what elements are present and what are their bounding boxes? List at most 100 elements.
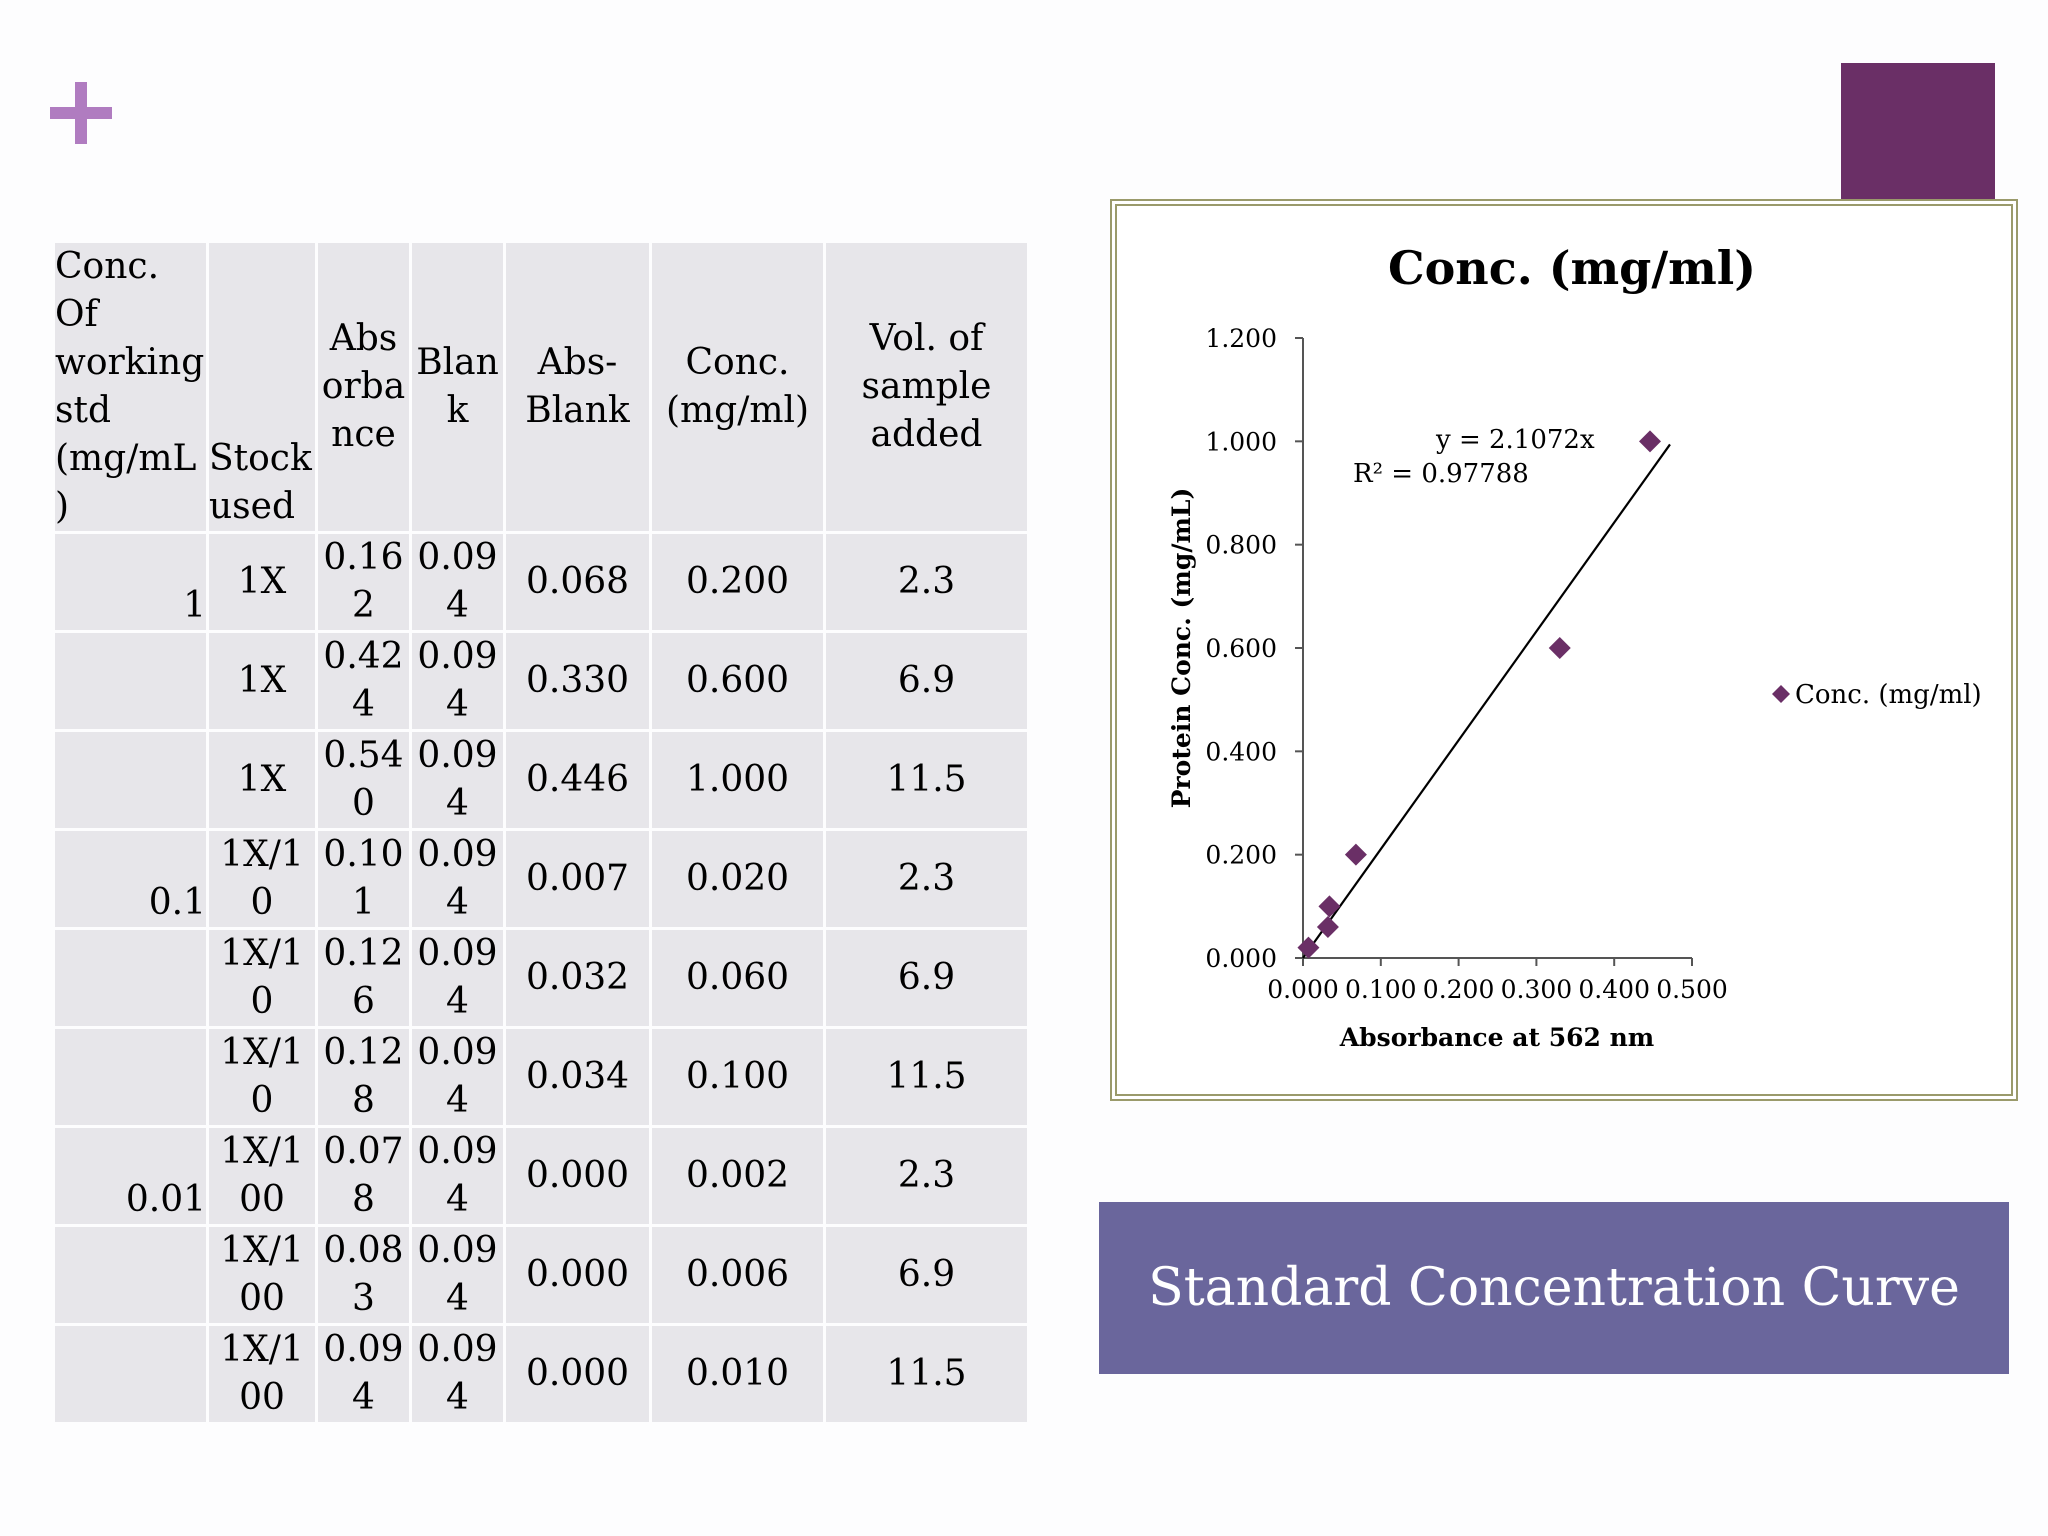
table-cell-value: 0.09 4	[323, 1329, 404, 1418]
table-cell: 0.16 2	[318, 534, 409, 630]
table-cell: 0.09 4	[412, 633, 503, 729]
table-header-cell: Conc. (mg/ml)	[652, 243, 823, 531]
caption-text: Standard Concentration Curve	[1148, 1258, 1960, 1318]
table-cell-value: 1.000	[685, 759, 790, 800]
table-cell: 6.9	[826, 930, 1027, 1026]
corner-accent-block	[1841, 63, 1995, 201]
y-tick-label: 0.200	[1205, 841, 1277, 870]
table-header-label: Conc. (mg/ml)	[665, 342, 810, 431]
table-cell: 0.007	[506, 831, 649, 927]
caption-box: Standard Concentration Curve	[1099, 1202, 2009, 1374]
standards-table: Conc. Of working std (mg/mL ) Stock used A…	[52, 240, 1030, 1425]
table-row: 1X 0.42 4 0.09 4 0.330 0.600 6.9	[55, 633, 1027, 729]
x-tick-label: 0.000	[1267, 975, 1339, 1004]
table-cell	[55, 732, 206, 828]
y-tick-label: 0.600	[1205, 634, 1277, 663]
table-cell: 0.010	[652, 1326, 823, 1422]
y-tick-label: 1.200	[1205, 324, 1277, 353]
table-cell-value: 0.010	[685, 1353, 790, 1394]
table-cell-value: 0.032	[525, 957, 630, 998]
table-cell-value: 1X	[237, 660, 287, 701]
table-cell-value: 0.42 4	[323, 636, 404, 725]
table-header-cell: Vol. of sample added	[826, 243, 1027, 531]
table-header-cell: Abs- Blank	[506, 243, 649, 531]
x-axis-label: Absorbance at 562 nm	[1339, 1023, 1654, 1052]
table-cell: 0.034	[506, 1029, 649, 1125]
table-cell: 0.09 4	[412, 831, 503, 927]
table-cell: 0.54 0	[318, 732, 409, 828]
y-tick-label: 1.000	[1205, 427, 1277, 456]
table-cell-value: 0.08 3	[323, 1230, 404, 1319]
table-cell-value: 11.5	[886, 1056, 967, 1097]
table-cell-value: 1X/1 00	[220, 1329, 304, 1418]
table-cell: 1X	[209, 534, 315, 630]
table-cell-value: 0.09 4	[417, 834, 498, 923]
table-cell-value: 2.3	[897, 858, 956, 899]
table-cell: 1X	[209, 732, 315, 828]
table-cell-value: 0.09 4	[417, 1032, 498, 1121]
table-cell: 0.446	[506, 732, 649, 828]
table-header-cell: Abs orba nce	[318, 243, 409, 531]
table-cell-value: 0.002	[685, 1155, 790, 1196]
table-cell	[55, 1029, 206, 1125]
table-header-label: Stock used	[209, 438, 312, 527]
data-point	[1316, 916, 1339, 938]
table-header-cell: Conc. Of working std (mg/mL )	[55, 243, 206, 531]
x-tick-label: 0.200	[1423, 975, 1495, 1004]
table-row: 1X/1 00 0.09 4 0.09 4 0.000 0.010 11.5	[55, 1326, 1027, 1422]
table-cell: 1X/1 00	[209, 1227, 315, 1323]
table-cell: 11.5	[826, 1326, 1027, 1422]
table-cell: 0.09 4	[412, 732, 503, 828]
table-cell: 0.000	[506, 1128, 649, 1224]
table-cell: 0.09 4	[412, 930, 503, 1026]
table-cell-value: 0.446	[525, 759, 630, 800]
y-tick-label: 0.000	[1205, 944, 1277, 973]
table-header-label: Vol. of sample added	[861, 318, 992, 455]
table-cell: 2.3	[826, 1128, 1027, 1224]
table-header-row: Conc. Of working std (mg/mL ) Stock used A…	[55, 243, 1027, 531]
y-tick-label: 0.400	[1205, 737, 1277, 766]
table-cell: 1X/1 0	[209, 1029, 315, 1125]
table-cell-value: 0.12 8	[323, 1032, 404, 1121]
table-row: 1X/1 00 0.08 3 0.09 4 0.000 0.006 6.9	[55, 1227, 1027, 1323]
table-cell: 0.006	[652, 1227, 823, 1323]
table-cell-value: 0.09 4	[417, 735, 498, 824]
table-cell-value: 11.5	[886, 1353, 967, 1394]
table-row: 1X 0.54 0 0.09 4 0.446 1.000 11.5	[55, 732, 1027, 828]
table-cell: 1X	[209, 633, 315, 729]
table-cell: 1X/1 0	[209, 831, 315, 927]
table-cell-value: 11.5	[886, 759, 967, 800]
table-cell-value: 2.3	[897, 1155, 956, 1196]
trendline-equation: y = 2.1072x	[1435, 425, 1595, 455]
x-tick-label: 0.100	[1345, 975, 1417, 1004]
table-cell-value: 1X/1 00	[220, 1230, 304, 1319]
data-point	[1344, 843, 1367, 866]
table-cell-value: 0.09 4	[417, 933, 498, 1022]
table-cell: 0.09 4	[412, 1326, 503, 1422]
table-cell-value: 0.09 4	[417, 1230, 498, 1319]
table-cell: 0.09 4	[412, 1029, 503, 1125]
table-cell-value: 0.09 4	[417, 537, 498, 626]
table-cell: 0.1	[55, 831, 206, 927]
table-cell: 2.3	[826, 534, 1027, 630]
table-cell: 0.09 4	[412, 1227, 503, 1323]
data-point	[1548, 637, 1571, 659]
table-cell: 0.42 4	[318, 633, 409, 729]
table-cell-value: 0.330	[525, 660, 630, 701]
table-cell: 0.09 4	[318, 1326, 409, 1422]
table-cell-value: 0.006	[685, 1254, 790, 1295]
table-header-label: Abs- Blank	[525, 342, 630, 431]
table-cell: 0.09 4	[412, 1128, 503, 1224]
table-cell-value: 1X/1 0	[220, 834, 304, 923]
table-cell: 0.068	[506, 534, 649, 630]
table-cell-value: 0.034	[525, 1056, 630, 1097]
table-cell-value: 6.9	[897, 1254, 956, 1295]
table-cell: 0.08 3	[318, 1227, 409, 1323]
plus-icon	[50, 82, 112, 144]
table-cell-value: 1X/1 0	[220, 1032, 304, 1121]
table-cell: 0.330	[506, 633, 649, 729]
table-cell: 0.09 4	[412, 534, 503, 630]
table-cell-value: 1X	[237, 759, 287, 800]
table-cell-value: 0.060	[685, 957, 790, 998]
table-cell: 1X/1 00	[209, 1326, 315, 1422]
